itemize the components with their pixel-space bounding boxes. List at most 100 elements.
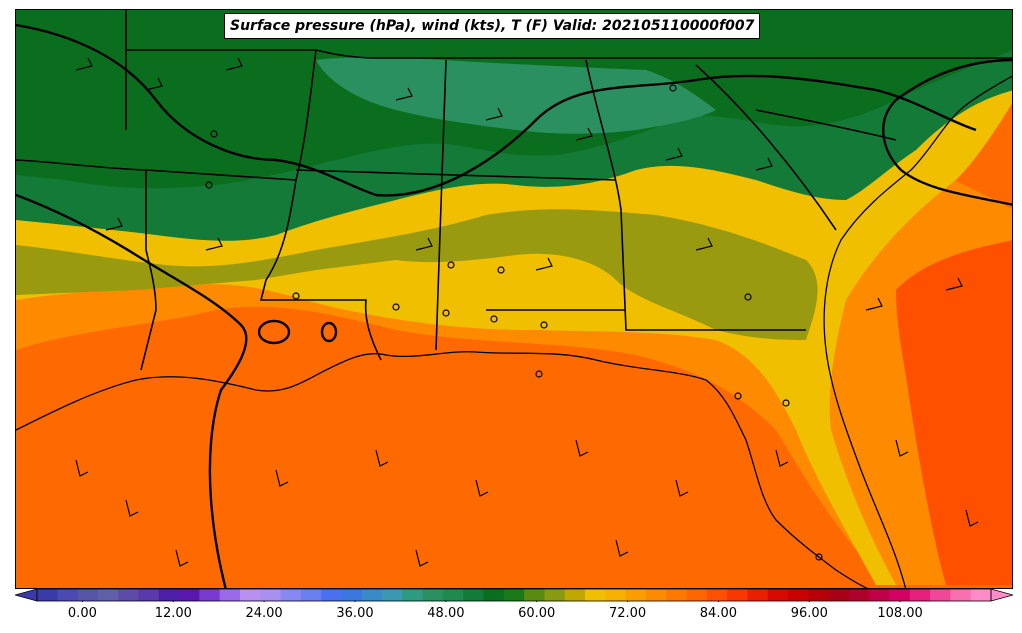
colorbar-segment	[97, 589, 119, 601]
colorbar-segment	[727, 589, 749, 601]
colorbar-segment	[808, 589, 830, 601]
colorbar-segment	[280, 589, 302, 601]
isobar-east	[882, 58, 1012, 206]
map-title: Surface pressure (hPa), wind (kts), T (F…	[224, 13, 761, 39]
colorbar-segment	[767, 589, 789, 601]
wind-barb	[865, 297, 883, 311]
wind-barb	[945, 277, 963, 291]
wind-barb	[375, 449, 389, 467]
station-marker	[744, 293, 752, 301]
isobar-north	[16, 23, 977, 197]
colorbar-segment	[442, 589, 464, 601]
colorbar-segment	[686, 589, 708, 601]
station-marker	[734, 392, 742, 400]
border-ok-tx	[16, 159, 157, 371]
dark-orange-gulf	[896, 240, 1012, 585]
wind-barb	[125, 499, 139, 517]
colorbar-segment	[788, 589, 809, 601]
colorbar-tick-label: 96.00	[790, 606, 828, 621]
border-ga-sc	[695, 64, 837, 231]
colorbar-segment	[199, 589, 221, 601]
wind-barb	[895, 439, 909, 457]
wind-barbs	[75, 57, 979, 567]
station-marker	[815, 553, 823, 561]
wind-barb	[615, 539, 629, 557]
border-ar-la	[145, 169, 297, 181]
isobar-lines	[16, 23, 1012, 588]
colorbar-segment	[260, 589, 282, 601]
colorbar-frame	[36, 588, 992, 602]
colorbar-tick-label: 24.00	[245, 606, 283, 621]
colorbar-segment	[706, 589, 728, 601]
wind-barb	[575, 439, 589, 457]
wind-barb	[75, 459, 89, 477]
wind-barb	[535, 257, 553, 271]
colorbar-segment	[930, 589, 952, 601]
colorbar-tick-label: 84.00	[699, 606, 737, 621]
wind-barb	[205, 237, 223, 251]
wind-barb	[965, 509, 979, 527]
colorbar-segment	[524, 589, 546, 601]
wind-barb	[225, 57, 243, 71]
wind-barb	[415, 237, 433, 251]
wind-barb	[485, 107, 503, 121]
wind-barb	[675, 479, 689, 497]
wind-barb	[105, 217, 123, 231]
station-marker	[497, 266, 505, 274]
colorbar-segment	[544, 589, 566, 601]
temperature-colorbar	[15, 588, 1013, 602]
isobar-west	[16, 193, 248, 588]
border-la-ms	[259, 179, 382, 361]
station-marker	[490, 315, 498, 323]
colorbar-segment	[889, 589, 911, 601]
wind-barb	[145, 77, 163, 91]
isobar-small-ring	[320, 321, 338, 343]
wind-barb	[175, 549, 189, 567]
colorbar-segment	[158, 589, 180, 601]
station-markers	[205, 84, 823, 561]
colorbar-segment	[361, 589, 383, 601]
border-tn-south	[295, 169, 617, 181]
border-ms-river	[295, 49, 317, 181]
wind-barb	[475, 479, 489, 497]
colorbar-extend-high	[990, 588, 1013, 602]
colorbar-segment	[869, 589, 891, 601]
colorbar-segment	[605, 589, 627, 601]
wind-barb	[695, 237, 713, 251]
station-marker	[205, 181, 213, 189]
colorbar-segment	[422, 589, 444, 601]
colorbar-tick-label: 36.00	[336, 606, 374, 621]
colorbar-segment	[219, 589, 241, 601]
colorbar-segment	[382, 589, 403, 601]
wind-barb	[755, 157, 773, 171]
colorbar-segment	[239, 589, 261, 601]
colorbar-segment	[848, 589, 870, 601]
colorbar-tick-label: 60.00	[518, 606, 556, 621]
colorbar-tick-label: 48.00	[427, 606, 465, 621]
colorbar-segment	[828, 589, 850, 601]
colorbar-segment	[321, 589, 343, 601]
colorbar-segment	[483, 589, 505, 601]
colorbar-segment	[402, 589, 424, 601]
colorbar-segment	[585, 589, 606, 601]
isobar-low-ring	[257, 319, 291, 345]
atlantic-coastline	[823, 75, 1012, 588]
colorbar-tick-label: 72.00	[608, 606, 647, 621]
wind-barb	[415, 549, 429, 567]
colorbar-segment	[118, 589, 140, 601]
colorbar-segment	[666, 589, 688, 601]
colorbar-segment	[970, 589, 992, 601]
station-marker	[292, 292, 300, 300]
colorbar-tick-label: 108.00	[877, 606, 923, 621]
station-marker	[210, 130, 218, 138]
station-marker	[535, 370, 543, 378]
colorbar-segment	[341, 589, 363, 601]
wind-barb	[775, 449, 789, 467]
colorbar-segment	[564, 589, 586, 601]
wind-barb	[575, 127, 593, 141]
wind-barb	[75, 57, 93, 71]
colorbar-segment	[77, 589, 99, 601]
colorbar-segment	[625, 589, 647, 601]
colorbar-segment	[909, 589, 931, 601]
station-marker	[392, 303, 400, 311]
